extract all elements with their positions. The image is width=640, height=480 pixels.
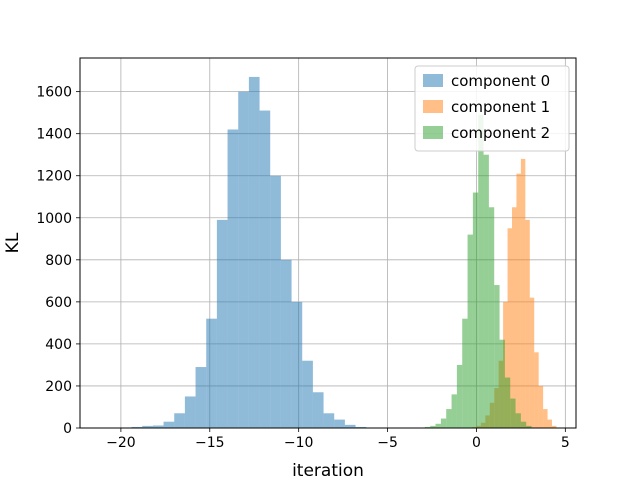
histogram-bar [552,425,557,428]
histogram-bar [270,175,281,428]
x-axis-label: iteration [292,461,364,480]
histogram-bar [494,285,500,428]
histogram-bar [248,76,260,428]
histogram-bar [467,234,473,428]
histogram-bar [504,377,511,428]
histogram-bar [488,207,495,428]
histogram-bar [472,192,479,428]
histogram-bar [515,413,521,428]
histogram-bar [462,318,468,428]
histogram-bar [440,418,447,428]
histogram-bar [510,398,516,428]
histogram-bar [259,110,271,428]
histogram-bar [543,409,548,428]
y-tick-label: 1400 [36,127,72,143]
histogram-bar [435,423,441,428]
legend-swatch [423,74,443,87]
legend-label: component 0 [451,72,550,90]
histogram-bar [355,426,367,428]
histogram-bar [163,421,175,428]
histogram-bar [456,364,463,428]
histogram-bar [547,419,552,428]
legend-label: component 2 [451,124,550,142]
x-tick-label: −5 [377,435,398,451]
histogram-bar [534,352,539,428]
histogram-bar [152,425,164,428]
histogram-bar [302,360,313,428]
histogram-bar [525,219,530,428]
histogram-bar [507,228,512,428]
histogram-bar [520,421,527,428]
y-tick-label: 200 [45,379,72,395]
histogram-bar [446,409,452,428]
x-tick-label: 5 [561,435,570,451]
y-axis-label: KL [3,232,23,253]
histogram-bar [538,385,544,428]
histogram-bar [227,129,239,428]
histogram-bar [512,207,517,428]
histogram-bar [216,219,228,428]
x-tick-label: −20 [106,435,136,451]
x-tick-label: −15 [195,435,225,451]
histogram-bar [142,425,153,428]
histogram-bar [503,301,508,428]
y-tick-label: 800 [45,253,72,269]
y-tick-label: 1600 [36,85,72,101]
ticks: −20 −15 −10 −5 0 5 0 200 400 600 800 1000 1200 1400 16… [36,85,569,451]
histogram-bar [478,114,484,429]
histogram-bar [312,392,324,428]
x-tick-label: −10 [284,435,314,451]
y-tick-label: 1000 [36,211,72,227]
y-tick-label: 600 [45,295,72,311]
histogram-bar [344,424,356,428]
histogram-bar [483,154,489,429]
histogram-bar [291,301,303,428]
x-tick-label: 0 [472,435,481,451]
histogram-bar [520,158,526,428]
histogram-bar [323,413,335,428]
histogram-bar [526,425,532,428]
histogram-bar [499,339,505,428]
series-0 [120,76,377,429]
histogram-bar [529,297,535,428]
histogram-bar [238,91,249,429]
histogram-bar [184,396,196,428]
legend-box [414,65,570,152]
y-tick-label: 1200 [36,169,72,185]
plot-frame [79,57,577,429]
histogram-bar [206,318,217,428]
y-tick-label: 400 [45,337,72,353]
histogram-bar [516,173,521,428]
histogram-bar [424,426,431,428]
histogram-bar [174,413,185,428]
legend-swatch [423,100,443,113]
legend-label: component 1 [451,98,550,116]
histogram-bar [195,367,207,428]
histogram-bar [451,394,457,428]
histogram-bar [334,419,345,428]
histogram-bar [280,259,292,428]
legend-swatch [423,126,443,139]
histogram-bar [131,426,143,428]
y-tick-label: 0 [63,421,72,437]
series-2 [424,114,532,429]
legend: component 0 component 1 component 2 [414,65,570,152]
histogram-bar [430,425,436,428]
bars [120,76,557,429]
